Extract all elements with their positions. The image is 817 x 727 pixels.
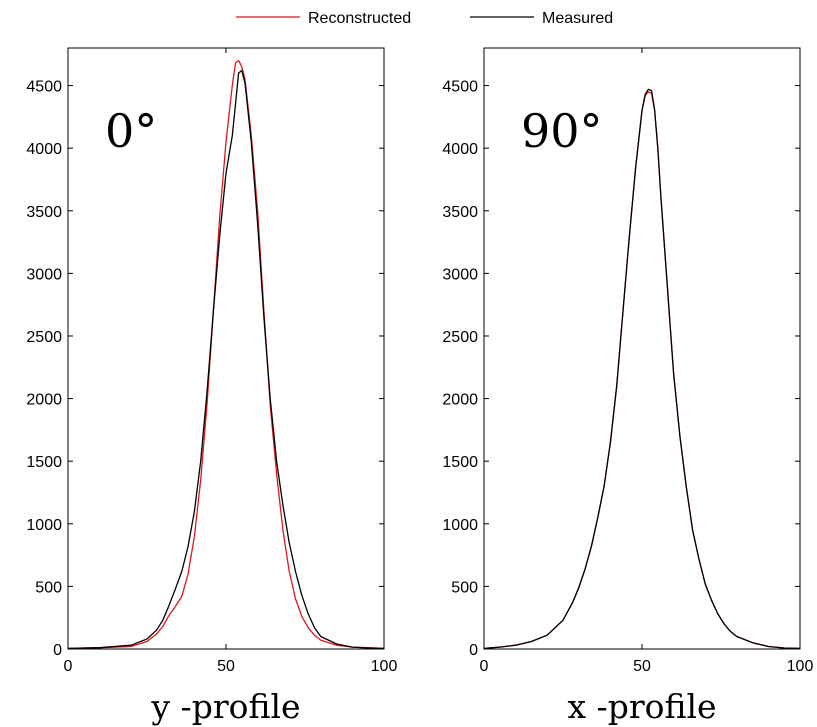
legend: Reconstructed Measured	[236, 10, 613, 27]
x-tick-label: 0	[64, 658, 73, 675]
y-tick-label: 3000	[26, 266, 62, 283]
chart-panel-2: 0 50 1000500100015002000250030003500400045…	[442, 47, 814, 726]
series-line-measured	[483, 88, 801, 650]
series-line-reconstructed	[483, 91, 801, 650]
series-line-measured	[67, 69, 385, 650]
y-tick-label: 500	[451, 579, 478, 596]
x-tick-label: 100	[787, 658, 814, 675]
panels: 0 50 1000500100015002000250030003500400045…	[26, 47, 814, 726]
y-tick-label: 4500	[26, 79, 62, 96]
x-axis-label: y -profile	[150, 687, 300, 726]
y-tick-label: 2500	[442, 329, 478, 346]
y-tick-label: 2500	[26, 329, 62, 346]
x-tick-label: 50	[633, 658, 651, 675]
y-tick-label: 4500	[442, 79, 478, 96]
x-tick-label: 50	[217, 658, 235, 675]
x-axis-label: x -profile	[567, 687, 716, 726]
y-tick-label: 3000	[442, 266, 478, 283]
angle-annotation: 90°	[521, 104, 603, 158]
legend-label-reconstructed: Reconstructed	[308, 10, 411, 27]
x-tick-label: 0	[480, 658, 489, 675]
y-tick-label: 1000	[442, 517, 478, 534]
y-tick-label: 2000	[26, 392, 62, 409]
y-tick-label: 500	[35, 579, 62, 596]
legend-label-measured: Measured	[542, 10, 613, 27]
y-tick-label: 0	[53, 642, 62, 659]
y-tick-label: 1000	[26, 517, 62, 534]
chart-panel-1: 0 50 1000500100015002000250030003500400045…	[26, 47, 398, 726]
angle-annotation: 0°	[105, 104, 157, 158]
y-tick-label: 1500	[442, 454, 478, 471]
y-tick-label: 4000	[26, 141, 62, 158]
y-tick-label: 4000	[442, 141, 478, 158]
series-line-reconstructed	[67, 59, 385, 650]
y-tick-label: 3500	[442, 204, 478, 221]
y-tick-label: 2000	[442, 392, 478, 409]
y-tick-label: 0	[469, 642, 478, 659]
y-tick-label: 1500	[26, 454, 62, 471]
y-tick-label: 3500	[26, 204, 62, 221]
x-tick-label: 100	[371, 658, 398, 675]
